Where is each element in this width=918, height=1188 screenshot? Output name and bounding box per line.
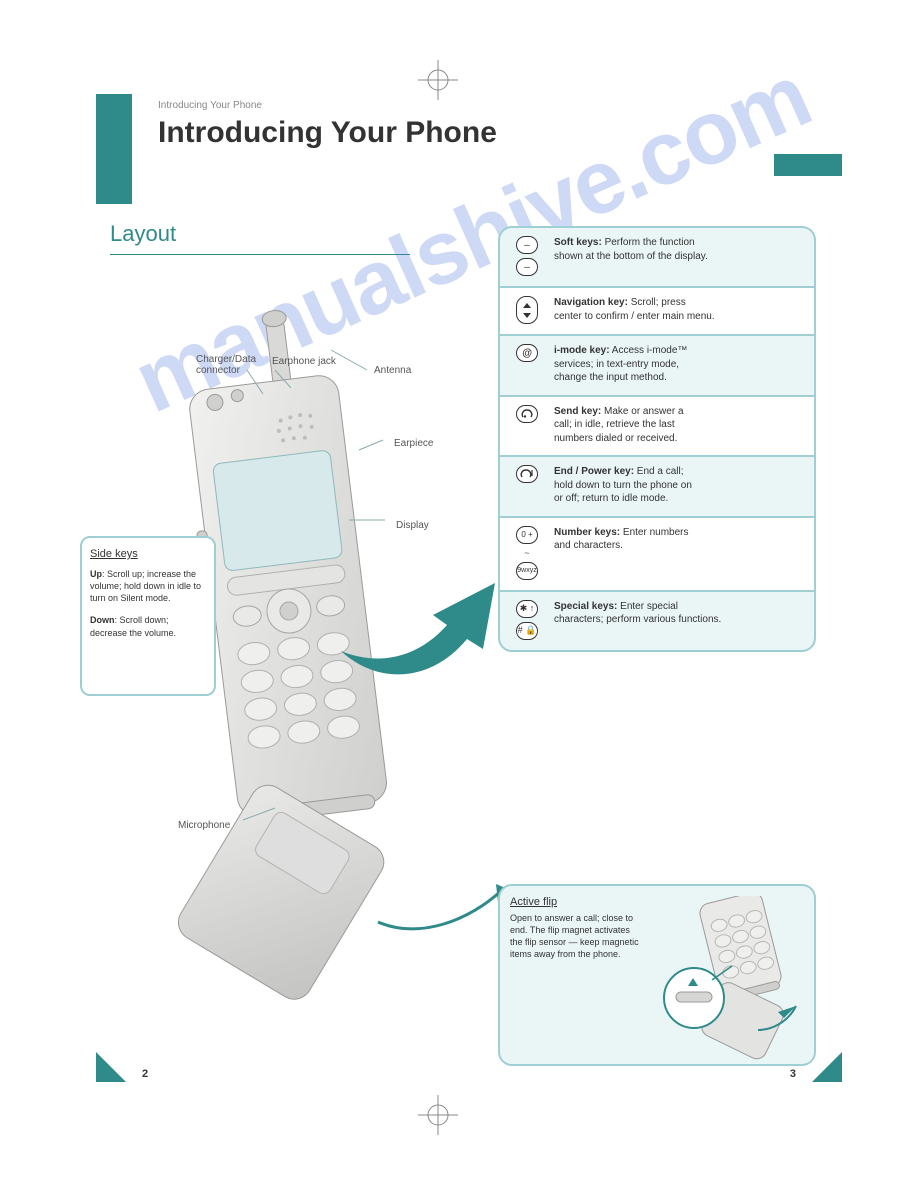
section-rule	[110, 254, 410, 255]
star-key-icon: ✱ ↑	[516, 600, 538, 618]
legend-end: End / Power key: End a call; hold down t…	[498, 455, 816, 516]
legend-special: ✱ ↑ # 🔒 Special keys: Enter special char…	[498, 590, 816, 652]
imode-key-icon: @	[516, 344, 538, 362]
legend-text: i-mode key: Access i-mode™ services; in …	[554, 344, 687, 385]
legend-text: Navigation key: Scroll; press center to …	[554, 296, 715, 324]
digit-key-icon: 0 +	[516, 526, 538, 544]
digit-key-icon: 9wxyz	[516, 562, 538, 580]
callout-microphone: Microphone	[178, 820, 230, 831]
page-corner-right-icon	[812, 1052, 842, 1082]
callout-earpiece: Earpiece	[394, 438, 433, 449]
end-key-icon	[516, 465, 538, 483]
softkey-icon: –	[516, 236, 538, 254]
nav-key-icon	[516, 296, 538, 324]
send-key-icon	[516, 405, 538, 423]
sidekeys-row-up: Up: Scroll up; increase the volume; hold…	[90, 568, 206, 604]
legend-imode: @ i-mode key: Access i-mode™ services; i…	[498, 334, 816, 395]
flip-panel: Active flip Open to answer a call; close…	[498, 884, 816, 1066]
legend-softkeys: – – Soft keys: Perform the function show…	[498, 226, 816, 286]
legend-text: Send key: Make or answer a call; in idle…	[554, 405, 684, 446]
page-number-left: 2	[142, 1068, 148, 1080]
document-page: Introducing Your Phone Introducing Your …	[0, 0, 918, 1188]
sidekeys-title: Side keys	[90, 548, 206, 560]
legend-send: Send key: Make or answer a call; in idle…	[498, 395, 816, 456]
sidekeys-panel: Side keys Up: Scroll up; increase the vo…	[80, 536, 216, 696]
section-tab-right	[774, 154, 842, 176]
page-title: Introducing Your Phone	[158, 116, 497, 150]
flip-illustration	[638, 896, 808, 1061]
legend-nav: Navigation key: Scroll; press center to …	[498, 286, 816, 334]
callout-earphone-jack: Earphone jack	[272, 356, 336, 367]
flip-leader-arrow	[370, 880, 510, 940]
key-legend: – – Soft keys: Perform the function show…	[498, 226, 816, 652]
callout-antenna: Antenna	[374, 365, 411, 376]
legend-text: Special keys: Enter special characters; …	[554, 600, 721, 640]
arrow-icon	[335, 565, 505, 680]
legend-text: End / Power key: End a call; hold down t…	[554, 465, 692, 506]
section-tab-left	[96, 94, 132, 204]
crop-mark-bottom	[418, 1095, 458, 1140]
breadcrumb: Introducing Your Phone	[158, 100, 262, 111]
legend-text: Number keys: Enter numbers and character…	[554, 526, 689, 580]
section-heading: Layout	[110, 221, 176, 247]
page-number-right: 3	[790, 1068, 796, 1080]
callout-charger: Charger/Data connector	[196, 354, 268, 376]
sidekeys-row-down: Down: Scroll down; decrease the volume.	[90, 614, 206, 638]
page-corner-left-icon	[96, 1052, 126, 1082]
hash-key-icon: # 🔒	[516, 622, 538, 640]
legend-text: Soft keys: Perform the function shown at…	[554, 236, 708, 276]
legend-digits: 0 + ~ 9wxyz Number keys: Enter numbers a…	[498, 516, 816, 590]
crop-mark-top	[418, 60, 458, 105]
softkey-icon: –	[516, 258, 538, 276]
flip-text: Open to answer a call; close to end. The…	[510, 912, 640, 961]
callout-display: Display	[396, 520, 429, 531]
